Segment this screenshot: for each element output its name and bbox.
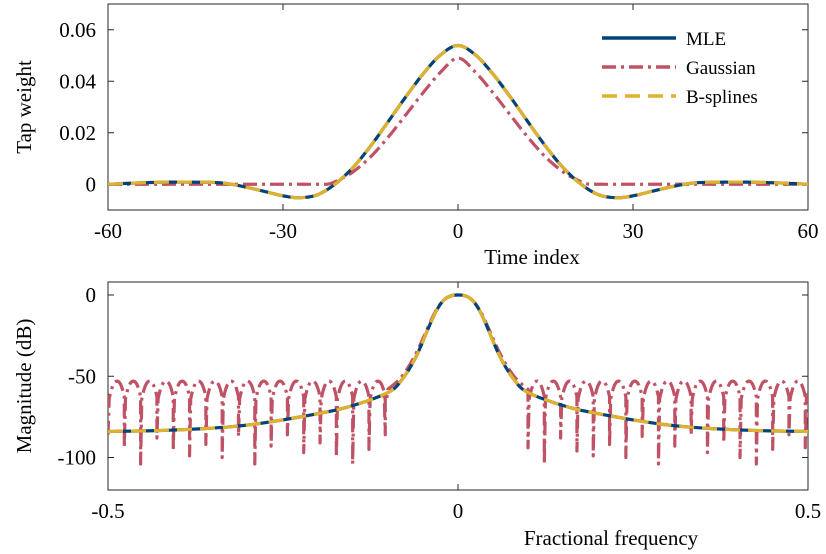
plot-frame bbox=[107, 3, 809, 211]
series-line-gaussian bbox=[108, 56, 808, 186]
legend-label: Gaussian bbox=[686, 58, 756, 79]
legend-label: B-splines bbox=[686, 87, 758, 108]
x-tick-label: -30 bbox=[269, 219, 297, 243]
series-group bbox=[108, 43, 808, 200]
y-tick-label: 0.04 bbox=[59, 69, 96, 93]
series-group bbox=[108, 293, 808, 466]
y-tick-label: -100 bbox=[58, 446, 97, 470]
top-panel: -60 -30 0 30 60 0 0.02 0.04 0.06 Time index Tap we… bbox=[12, 3, 819, 269]
y-axis-label: Tap weight bbox=[12, 60, 36, 154]
legend-label: MLE bbox=[686, 29, 726, 50]
x-axis-label: Fractional frequency bbox=[524, 526, 699, 550]
x-tick-label: 30 bbox=[623, 219, 644, 243]
legend: MLE Gaussian B-splines bbox=[602, 29, 758, 108]
x-tick-label: 0 bbox=[453, 219, 464, 243]
y-tick-label: 0.06 bbox=[59, 18, 96, 42]
y-tick-label: 0 bbox=[86, 172, 97, 196]
series-line-b-splines bbox=[108, 43, 808, 200]
y-tick-label: 0.02 bbox=[59, 121, 96, 145]
x-tick-label: 0.5 bbox=[795, 499, 821, 523]
x-tick-label: 0 bbox=[453, 499, 464, 523]
x-tick-label: 60 bbox=[798, 219, 819, 243]
bottom-panel: -0.5 0 0.5 0 -50 -100 Fractional frequency Magn… bbox=[12, 281, 821, 550]
y-axis-label: Magnitude (dB) bbox=[12, 319, 36, 454]
y-tick-label: 0 bbox=[86, 283, 97, 307]
y-tick-label: -50 bbox=[68, 364, 96, 388]
series-line-mle bbox=[108, 293, 808, 434]
series-line-gaussian bbox=[108, 293, 808, 466]
x-tick-label: -0.5 bbox=[91, 499, 124, 523]
x-tick-label: -60 bbox=[94, 219, 122, 243]
plot-frame bbox=[107, 281, 809, 491]
x-axis-label: Time index bbox=[484, 245, 580, 269]
